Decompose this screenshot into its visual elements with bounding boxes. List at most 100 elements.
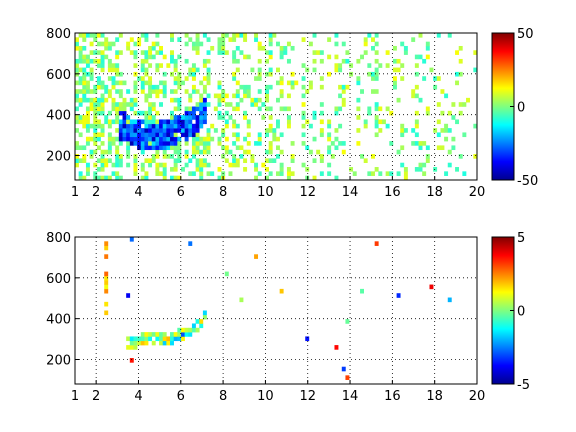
heatmap-cell <box>173 158 178 163</box>
heatmap-cell <box>265 50 269 55</box>
heatmap-cell <box>85 115 90 120</box>
heatmap-cell <box>173 123 178 129</box>
heatmap-cell <box>195 136 200 142</box>
heatmap-cell <box>305 119 310 125</box>
heatmap-cell <box>371 71 375 77</box>
heatmap-cell <box>202 115 207 120</box>
heatmap-cell <box>308 149 313 155</box>
heatmap-cell <box>115 110 120 116</box>
heatmap-cell <box>173 119 178 125</box>
heatmap-cell <box>360 89 364 94</box>
heatmap-cell <box>265 84 269 90</box>
heatmap-cell <box>268 37 273 42</box>
heatmap-cell <box>385 106 390 112</box>
heatmap-cell <box>338 141 343 146</box>
heatmap-cell <box>319 58 324 64</box>
heatmap-cell <box>170 132 174 138</box>
heatmap-cell <box>268 84 273 90</box>
x-tick-label: 8 <box>219 185 227 200</box>
heatmap-cell <box>104 241 109 246</box>
heatmap-cell <box>411 93 416 99</box>
heatmap-cell <box>166 336 171 342</box>
heatmap-cell <box>180 327 185 333</box>
heatmap-cell <box>327 162 332 168</box>
heatmap-cell <box>235 45 240 51</box>
heatmap-cell <box>257 45 262 51</box>
heatmap-cell <box>286 123 291 129</box>
heatmap-cell <box>188 332 193 337</box>
heatmap-cell <box>330 154 335 159</box>
heatmap-cell <box>327 37 332 42</box>
heatmap-cell <box>436 119 441 125</box>
top-axes-frame <box>74 32 478 181</box>
heatmap-cell <box>100 58 105 64</box>
heatmap-cell <box>254 76 259 81</box>
heatmap-cell <box>319 76 324 81</box>
heatmap-cell <box>418 141 423 146</box>
heatmap-cell <box>89 50 94 55</box>
heatmap-cell <box>286 41 291 47</box>
heatmap-cell <box>137 37 142 42</box>
heatmap-cell <box>301 76 306 81</box>
heatmap-cell <box>96 58 101 64</box>
heatmap-cell <box>217 110 222 116</box>
heatmap-cell <box>137 41 142 47</box>
heatmap-cell <box>133 336 138 342</box>
heatmap-cell <box>221 132 226 138</box>
heatmap-cell <box>115 115 120 120</box>
heatmap-cell <box>144 115 149 120</box>
heatmap-cell <box>400 145 405 151</box>
heatmap-cell <box>144 145 149 151</box>
heatmap-cell <box>129 97 134 103</box>
heatmap-cell <box>82 115 87 120</box>
heatmap-cell <box>301 132 306 138</box>
heatmap-cell <box>228 171 233 176</box>
heatmap-cell <box>268 71 273 77</box>
heatmap-cell <box>444 128 449 133</box>
heatmap-cell <box>155 50 160 55</box>
heatmap-cell <box>184 119 189 125</box>
heatmap-cell <box>111 171 116 176</box>
colorbar-tick-label: 50 <box>517 27 534 42</box>
heatmap-cell <box>294 80 299 86</box>
heatmap-cell <box>224 271 229 277</box>
heatmap-cell <box>195 319 200 324</box>
heatmap-cell <box>224 123 229 129</box>
heatmap-cell <box>96 123 101 129</box>
heatmap-cell <box>151 340 156 346</box>
heatmap-cell <box>151 141 156 146</box>
heatmap-cell <box>217 102 222 107</box>
heatmap-cell <box>199 175 204 181</box>
heatmap-cell <box>177 336 182 342</box>
heatmap-cell <box>85 89 90 94</box>
heatmap-cell <box>133 162 138 168</box>
heatmap-cell <box>458 102 463 107</box>
colorbar-tick-label: 0 <box>517 101 525 116</box>
heatmap-cell <box>191 76 196 81</box>
heatmap-cell <box>458 45 463 51</box>
heatmap-cell <box>235 80 240 86</box>
heatmap-cell <box>107 67 112 73</box>
heatmap-cell <box>180 115 185 120</box>
heatmap-cell <box>133 158 138 163</box>
heatmap-cell <box>191 145 196 151</box>
heatmap-cell <box>82 54 87 60</box>
y-tick-label: 400 <box>46 109 71 124</box>
heatmap-cell <box>257 106 262 112</box>
heatmap-cell <box>107 132 112 138</box>
heatmap-cell <box>93 89 98 94</box>
heatmap-cell <box>144 54 149 60</box>
heatmap-cell <box>232 93 237 99</box>
heatmap-cell <box>111 67 116 73</box>
heatmap-cell <box>239 84 244 90</box>
heatmap-cell <box>254 97 259 103</box>
heatmap-cell <box>319 132 324 138</box>
heatmap-cell <box>290 80 295 86</box>
heatmap-cell <box>246 149 251 155</box>
heatmap-cell <box>133 50 138 55</box>
heatmap-cell <box>133 171 138 176</box>
heatmap-cell <box>122 80 127 86</box>
heatmap-cell <box>137 128 142 133</box>
heatmap-cell <box>104 162 109 168</box>
heatmap-cell <box>184 110 189 116</box>
